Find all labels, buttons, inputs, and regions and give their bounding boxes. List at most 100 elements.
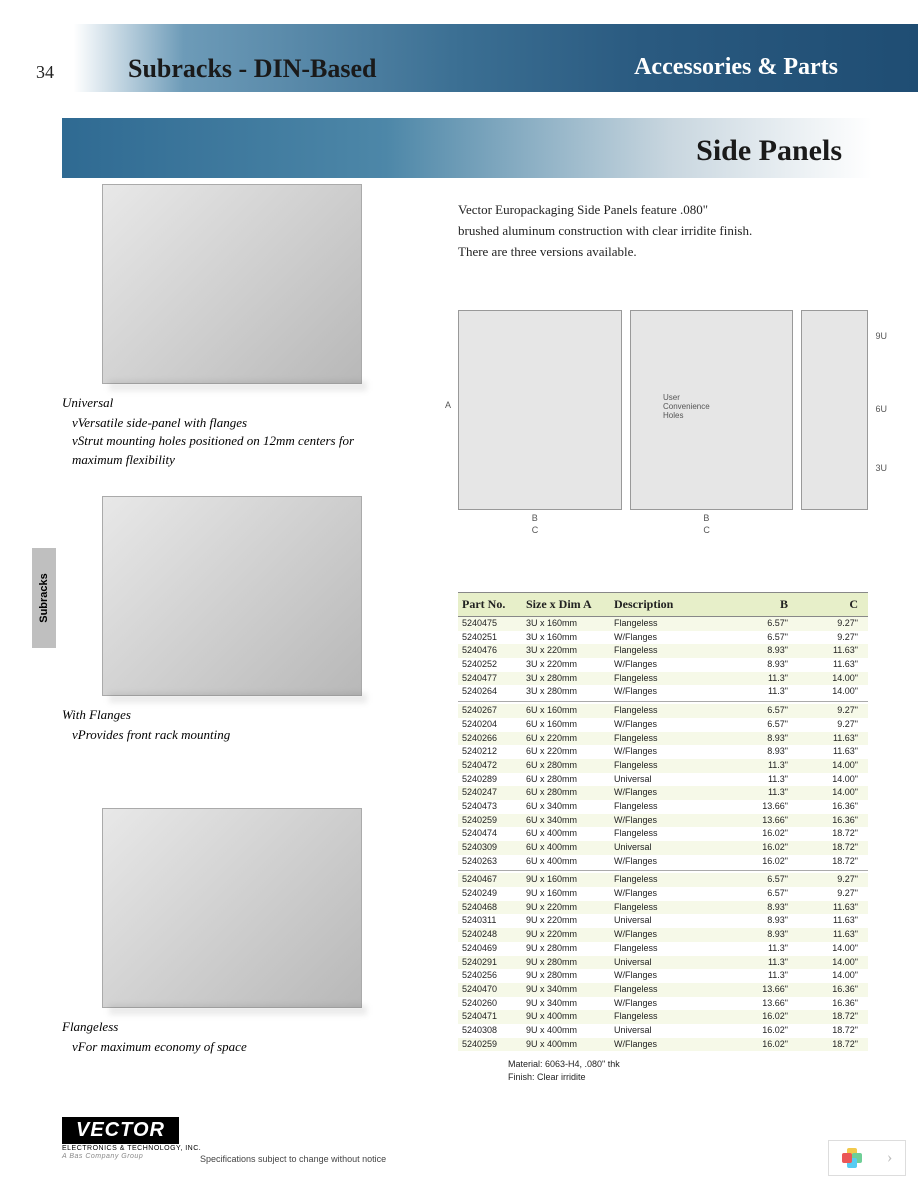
table-cell: Universal [614,774,724,786]
dim-c-label: C [532,525,539,535]
table-row: 52403089U x 400mmUniversal16.02"18.72" [458,1024,868,1038]
table-cell: 5240247 [462,787,526,799]
page-title: Side Panels [696,134,842,168]
table-cell: 18.72" [794,1025,864,1037]
table-cell: 9U x 340mm [526,984,614,996]
table-cell: 6U x 340mm [526,815,614,827]
corner-widget[interactable]: › [828,1140,906,1176]
spec-table: Part No. Size x Dim A Description B C 52… [458,592,868,1085]
table-cell: 5240251 [462,632,526,644]
table-cell: 5240212 [462,746,526,758]
table-cell: 6.57" [724,888,794,900]
dim-a-label: A [445,400,451,410]
table-cell: 5240475 [462,618,526,630]
table-cell: 6U x 340mm [526,801,614,813]
table-cell: 5240467 [462,874,526,886]
table-cell: 3U x 160mm [526,632,614,644]
u3-label: 3U [876,463,888,473]
panel-caption: FlangelessvFor maximum economy of space [62,1018,382,1056]
table-cell: 5240260 [462,998,526,1010]
table-row: 52402596U x 340mmW/Flanges13.66"16.36" [458,814,868,828]
table-row: 52402643U x 280mmW/Flanges11.3"14.00" [458,685,868,699]
table-cell: 5240473 [462,801,526,813]
table-cell: 16.02" [724,828,794,840]
table-cell: Flangeless [614,645,724,657]
table-cell: Flangeless [614,943,724,955]
table-row: 52402636U x 400mmW/Flanges16.02"18.72" [458,855,868,869]
table-row: 52402476U x 280mmW/Flanges11.3"14.00" [458,786,868,800]
panel-title: Universal [62,394,382,412]
table-row: 52402609U x 340mmW/Flanges13.66"16.36" [458,997,868,1011]
panel-caption: UniversalvVersatile side-panel with flan… [62,394,382,469]
title-band: Side Panels [62,118,872,178]
header-right: Accessories & Parts [634,54,838,81]
table-cell: 9.27" [794,705,864,717]
table-cell: Universal [614,1025,724,1037]
table-cell: 11.63" [794,746,864,758]
table-cell: 5240263 [462,856,526,868]
table-cell: 5240259 [462,1039,526,1051]
panel-image [102,184,362,384]
table-cell: 3U x 280mm [526,673,614,685]
table-cell: 11.63" [794,915,864,927]
table-cell: 11.63" [794,659,864,671]
diagram-u-scale: 3U 6U 9U [801,310,868,510]
table-cell: 9U x 160mm [526,874,614,886]
table-cell: 11.63" [794,902,864,914]
table-cell: 8.93" [724,733,794,745]
table-cell: 16.36" [794,984,864,996]
user-conv-label: UserConvenienceHoles [663,394,710,420]
table-cell: W/Flanges [614,659,724,671]
chevron-right-icon[interactable]: › [887,1149,892,1167]
table-cell: 5240256 [462,970,526,982]
u6-label: 6U [876,404,888,414]
table-cell: W/Flanges [614,686,724,698]
table-cell: 6U x 280mm [526,760,614,772]
table-cell: 6U x 160mm [526,719,614,731]
table-cell: 5240259 [462,815,526,827]
table-row: 52402676U x 160mmFlangeless6.57"9.27" [458,704,868,718]
table-cell: W/Flanges [614,856,724,868]
table-cell: W/Flanges [614,815,724,827]
table-cell: 13.66" [724,998,794,1010]
table-row: 52402666U x 220mmFlangeless8.93"11.63" [458,732,868,746]
table-cell: 5240476 [462,645,526,657]
table-cell: 6.57" [724,705,794,717]
table-cell: 5240267 [462,705,526,717]
table-row: 52402523U x 220mmW/Flanges8.93"11.63" [458,658,868,672]
table-cell: 14.00" [794,760,864,772]
panel-caption: With FlangesvProvides front rack mountin… [62,706,382,744]
table-row: 52404699U x 280mmFlangeless11.3"14.00" [458,942,868,956]
table-cell: W/Flanges [614,632,724,644]
table-cell: 11.3" [724,760,794,772]
table-cell: 9.27" [794,874,864,886]
panel-image [102,496,362,696]
intro-l1: Vector Europackaging Side Panels feature… [458,200,858,221]
table-cell: W/Flanges [614,1039,724,1051]
panel-block-0: UniversalvVersatile side-panel with flan… [62,184,382,469]
table-cell: 16.02" [724,1025,794,1037]
table-cell: 9U x 220mm [526,915,614,927]
table-cell: 6.57" [724,618,794,630]
table-cell: Flangeless [614,618,724,630]
table-cell: 6U x 220mm [526,746,614,758]
table-cell: 16.36" [794,998,864,1010]
dim-b-label-2: B [703,513,709,523]
table-cell: 9U x 280mm [526,957,614,969]
table-cell: Flangeless [614,673,724,685]
table-cell: 3U x 220mm [526,645,614,657]
table-row: 52403119U x 220mmUniversal8.93"11.63" [458,914,868,928]
material-notes: Material: 6063-H4, .080" thk Finish: Cle… [458,1059,868,1082]
table-cell: 9U x 400mm [526,1039,614,1051]
table-cell: W/Flanges [614,929,724,941]
table-cell: 11.63" [794,733,864,745]
table-cell: 16.36" [794,815,864,827]
table-cell: 5240468 [462,902,526,914]
table-cell: W/Flanges [614,998,724,1010]
table-cell: 9U x 340mm [526,998,614,1010]
table-cell: Flangeless [614,760,724,772]
table-row: 52402513U x 160mmW/Flanges6.57"9.27" [458,631,868,645]
table-cell: 5240477 [462,673,526,685]
table-cell: 8.93" [724,746,794,758]
table-cell: 6U x 160mm [526,705,614,717]
